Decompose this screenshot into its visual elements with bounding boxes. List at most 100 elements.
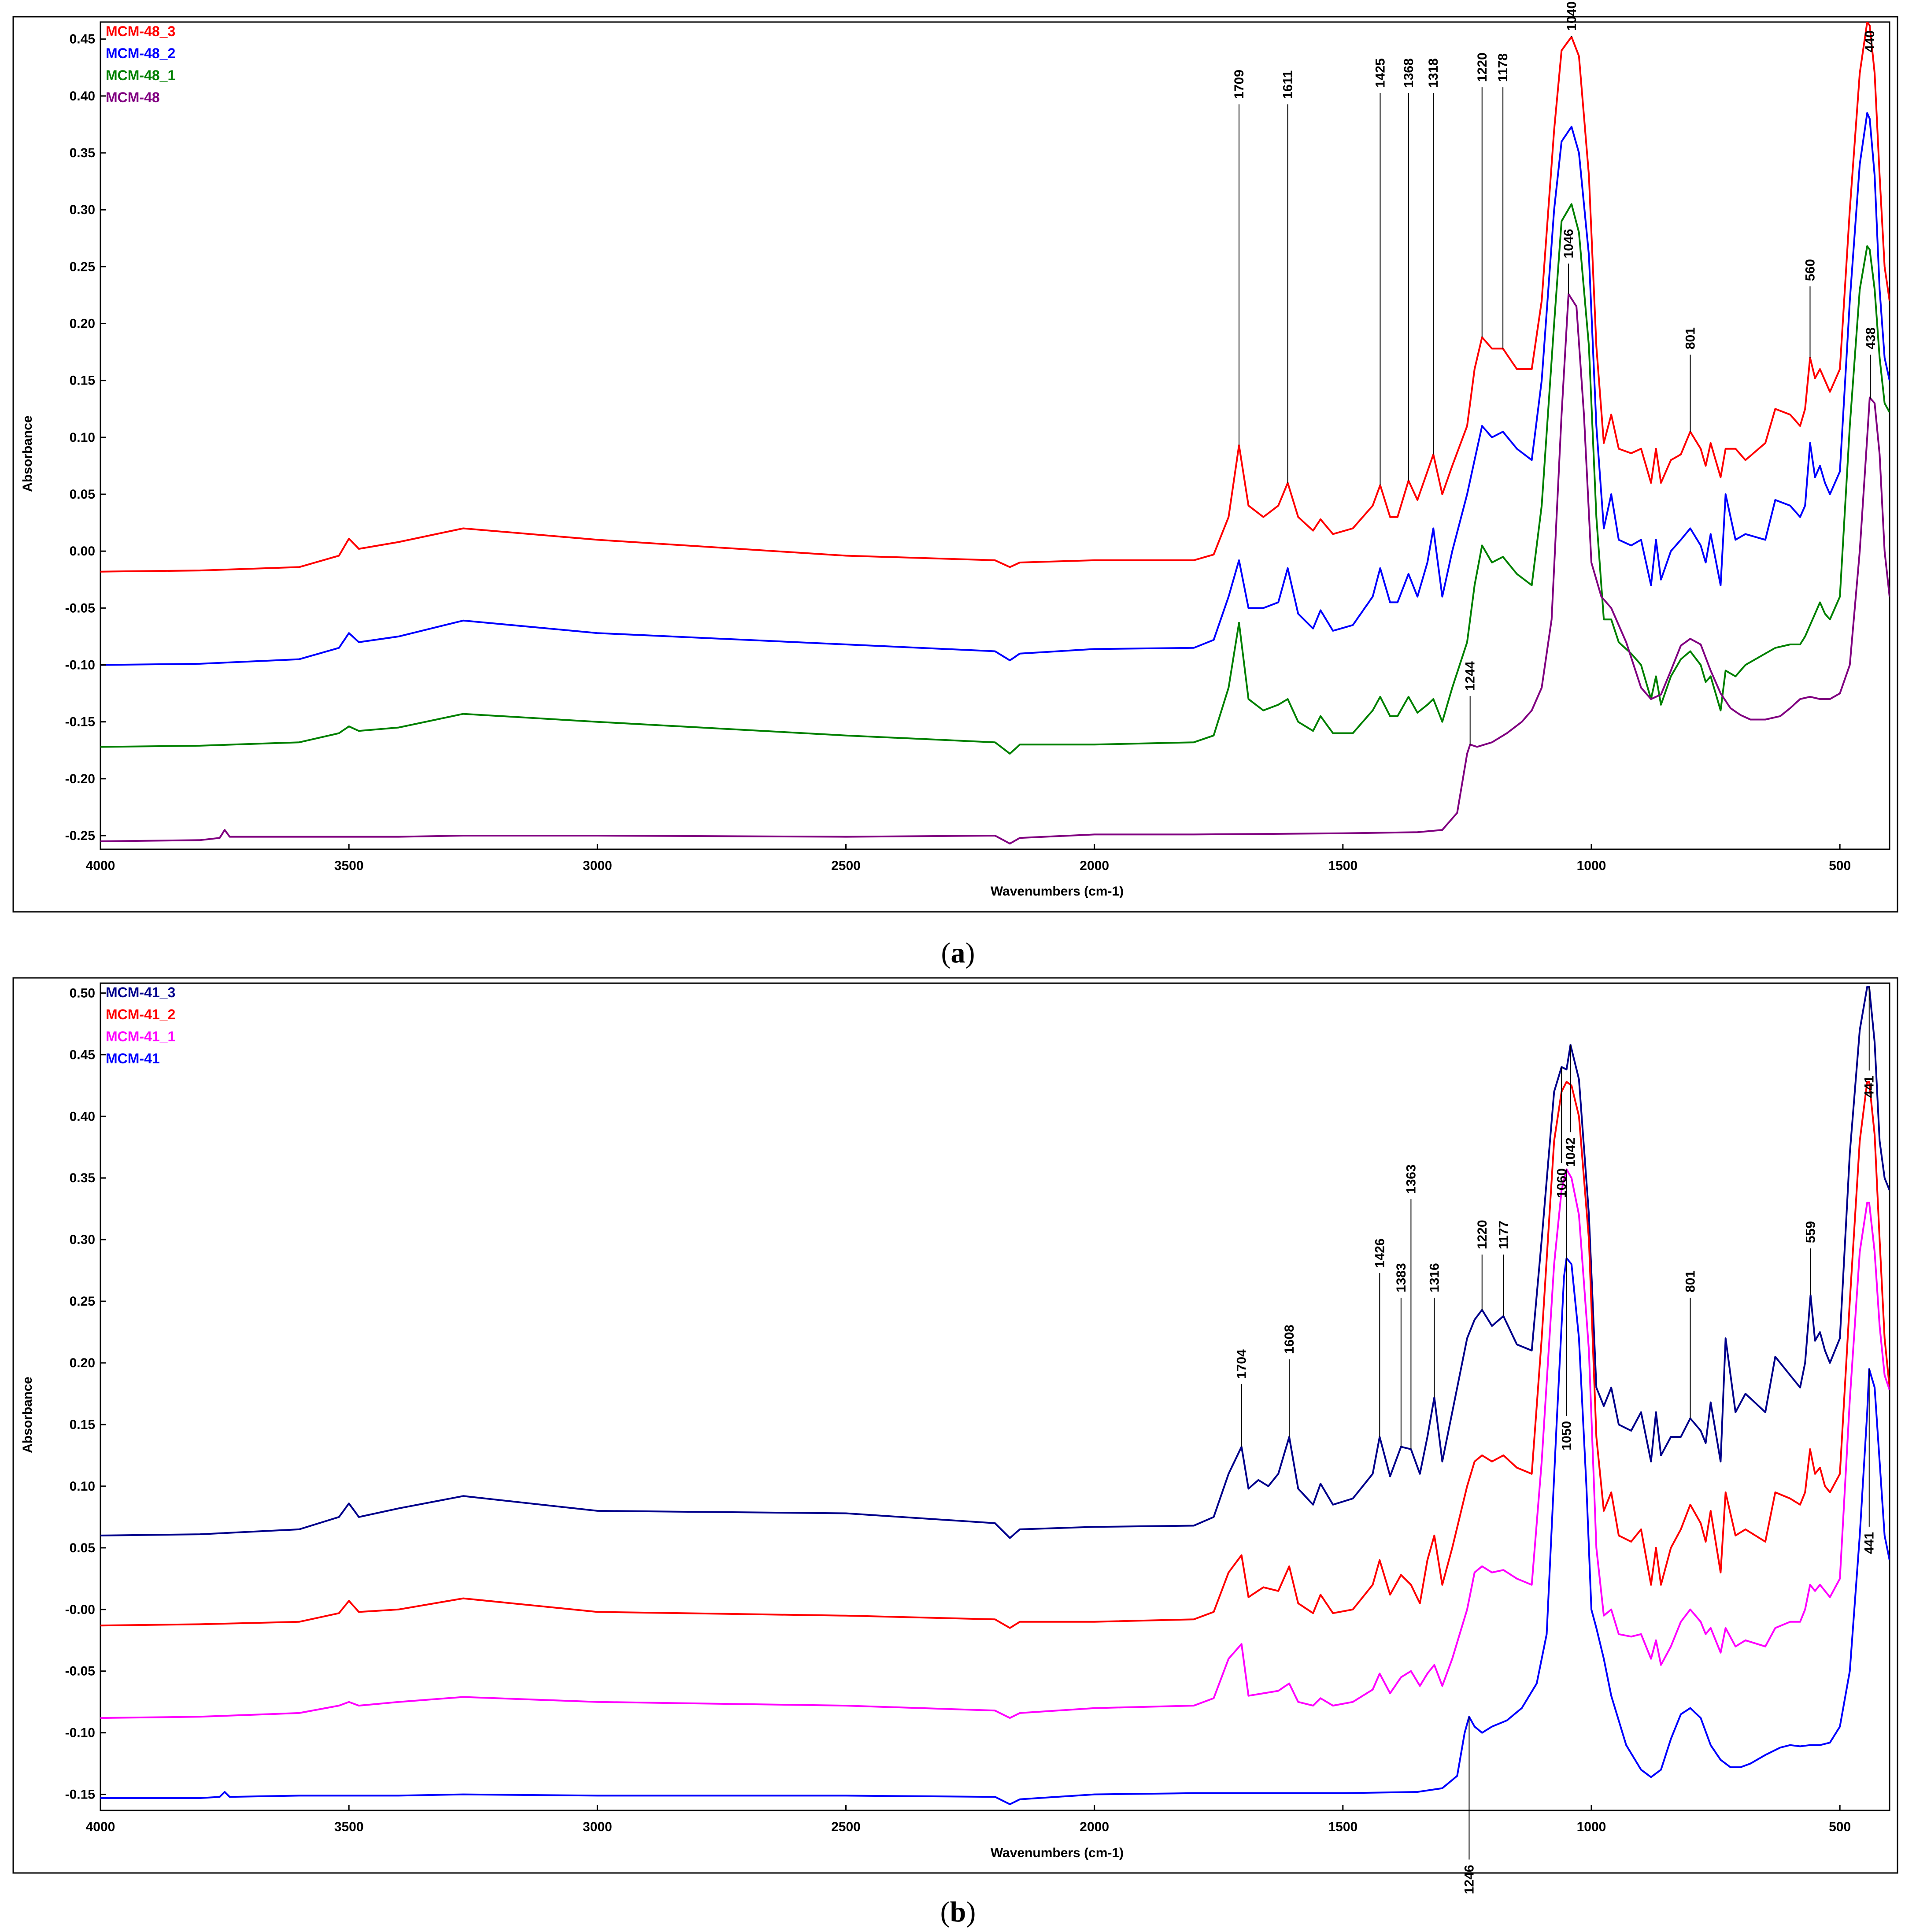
panel-a-plot-border bbox=[100, 21, 1890, 850]
panel-a-series-line-2 bbox=[100, 112, 1890, 666]
peak-label: 1040 bbox=[1565, 1, 1579, 31]
chart-panel-b: Wavenumbers (cm-1) Absorbance MCM-41_3MC… bbox=[12, 977, 1898, 1928]
legend-entry: MCM-41 bbox=[106, 1051, 160, 1066]
y-tick-label: 0.40 bbox=[70, 1109, 95, 1124]
peak-label: 441 bbox=[1862, 1076, 1877, 1098]
peak-label: 1046 bbox=[1561, 229, 1576, 259]
legend-entry: MCM-41_3 bbox=[106, 985, 175, 1000]
panel-a-ticks: 4000 3500 3000 2500 2000 1500 1000 500 0.45 0.40 0… bbox=[65, 32, 1851, 873]
panel-a-series-line-3 bbox=[100, 203, 1890, 755]
y-tick-label: 0.35 bbox=[70, 1171, 95, 1185]
x-tick-label: 1500 bbox=[1328, 859, 1357, 873]
peak-label: 1178 bbox=[1496, 53, 1510, 82]
panel-b-plot-area bbox=[100, 982, 1890, 1811]
panel-b-traces bbox=[100, 986, 1890, 1805]
y-tick-label: -0.00 bbox=[65, 1603, 95, 1617]
panel-b-x-axis-title: Wavenumbers (cm-1) bbox=[991, 1846, 1124, 1860]
y-tick-label: 0.25 bbox=[70, 259, 95, 274]
panel-a-caption: (a) bbox=[941, 937, 975, 969]
x-tick-label: 3500 bbox=[334, 859, 364, 873]
x-tick-label: 500 bbox=[1829, 859, 1851, 873]
peak-label: 1608 bbox=[1282, 1325, 1297, 1354]
y-tick-label: 0.45 bbox=[70, 32, 95, 47]
panel-b-series-line-2 bbox=[100, 1081, 1890, 1629]
x-tick-label: 2500 bbox=[831, 859, 861, 873]
panel-a-frame bbox=[12, 16, 1898, 913]
legend-entry: MCM-48_1 bbox=[106, 67, 175, 83]
panel-b-series-line-4 bbox=[100, 1257, 1890, 1805]
y-tick-label: 0.10 bbox=[70, 1479, 95, 1494]
x-tick-label: 2000 bbox=[1080, 1820, 1109, 1834]
y-tick-label: 0.30 bbox=[70, 203, 95, 217]
legend-entry: MCM-48 bbox=[106, 89, 160, 105]
panel-a-caption-letter: a bbox=[951, 937, 965, 969]
panel-b-series-line-3 bbox=[100, 1168, 1890, 1719]
peak-label: 1363 bbox=[1404, 1164, 1418, 1194]
peak-label: 1050 bbox=[1560, 1421, 1574, 1451]
panel-b-legend: MCM-41_3 MCM-41_2 MCM-41_1 MCM-41 bbox=[106, 985, 175, 1066]
y-tick-label: 0.15 bbox=[70, 374, 95, 388]
y-tick-label: 0.25 bbox=[70, 1294, 95, 1309]
y-tick-label: -0.05 bbox=[65, 601, 95, 615]
panel-b-y-axis-title: Absorbance bbox=[20, 1377, 35, 1453]
peak-label: 1246 bbox=[1462, 1865, 1476, 1895]
panel-a-x-axis-title: Wavenumbers (cm-1) bbox=[991, 884, 1124, 899]
peak-label: 1611 bbox=[1281, 70, 1295, 99]
y-tick-label: 0.05 bbox=[70, 487, 95, 502]
panel-b-caption: (b) bbox=[940, 1896, 976, 1928]
peak-label: 559 bbox=[1804, 1221, 1818, 1243]
legend-entry: MCM-48_2 bbox=[106, 45, 175, 61]
peak-label: 801 bbox=[1683, 1270, 1698, 1292]
peak-label: 1704 bbox=[1235, 1349, 1249, 1379]
y-tick-label: -0.15 bbox=[65, 1788, 95, 1802]
x-tick-label: 2500 bbox=[831, 1820, 861, 1834]
panel-b-frame bbox=[12, 977, 1898, 1874]
peak-label: 441 bbox=[1862, 1532, 1877, 1554]
panel-b-series-line-1 bbox=[100, 986, 1890, 1539]
peak-label: 560 bbox=[1803, 259, 1817, 281]
peak-label: 1425 bbox=[1373, 58, 1387, 88]
panel-a-legend: MCM-48_3 MCM-48_2 MCM-48_1 MCM-48 bbox=[106, 23, 175, 105]
peak-label: 1042 bbox=[1564, 1137, 1578, 1167]
peak-label: 1177 bbox=[1496, 1221, 1511, 1249]
y-tick-label: 0.40 bbox=[70, 89, 95, 104]
chart-panel-a: Wavenumbers (cm-1) Absorbance MCM-48_3MC… bbox=[12, 1, 1898, 969]
y-tick-label: 0.45 bbox=[70, 1047, 95, 1062]
x-tick-label: 3500 bbox=[334, 1820, 364, 1834]
y-tick-label: -0.15 bbox=[65, 715, 95, 729]
x-tick-label: 4000 bbox=[86, 859, 115, 873]
panel-a-series-line-1 bbox=[100, 22, 1890, 573]
y-tick-label: 0.05 bbox=[70, 1541, 95, 1555]
y-tick-label: 0.10 bbox=[70, 430, 95, 445]
panel-b-caption-letter: b bbox=[950, 1896, 966, 1928]
panel-a-plot-area bbox=[100, 21, 1890, 850]
panel-a-y-axis-title: Absorbance bbox=[20, 415, 35, 492]
peak-label: 1368 bbox=[1402, 58, 1416, 88]
legend-entry: MCM-41_2 bbox=[106, 1007, 175, 1022]
x-tick-label: 3000 bbox=[583, 1820, 612, 1834]
peak-label: 1220 bbox=[1475, 1220, 1490, 1249]
y-tick-label: 0.35 bbox=[70, 146, 95, 160]
panel-a-series-line-4 bbox=[100, 293, 1890, 845]
x-tick-label: 4000 bbox=[86, 1820, 115, 1834]
peak-label: 1220 bbox=[1475, 52, 1490, 82]
legend-entry: MCM-48_3 bbox=[106, 23, 175, 39]
peak-label: 440 bbox=[1863, 30, 1877, 52]
panel-a-peak-labels: 1709 1611 1425 1368 1318 1220 1178 1040 440 1046 8… bbox=[1232, 1, 1878, 745]
peak-label: 1244 bbox=[1463, 661, 1478, 691]
y-tick-label: 0.20 bbox=[70, 1356, 95, 1370]
peak-label: 1383 bbox=[1394, 1263, 1409, 1292]
y-tick-label: -0.05 bbox=[65, 1664, 95, 1679]
legend-entry: MCM-41_1 bbox=[106, 1029, 175, 1044]
y-tick-label: 0.00 bbox=[70, 544, 95, 559]
peak-label: 801 bbox=[1683, 327, 1698, 349]
panel-b-plot-border bbox=[100, 982, 1890, 1811]
peak-label: 1426 bbox=[1372, 1238, 1387, 1268]
x-tick-label: 1500 bbox=[1328, 1820, 1357, 1834]
panel-b-ticks: 4000 3500 3000 2500 2000 1500 1000 500 0.50 0.45 0… bbox=[65, 986, 1851, 1834]
y-tick-label: 0.20 bbox=[70, 317, 95, 331]
peak-label: 1709 bbox=[1232, 70, 1247, 99]
x-tick-label: 3000 bbox=[583, 859, 612, 873]
